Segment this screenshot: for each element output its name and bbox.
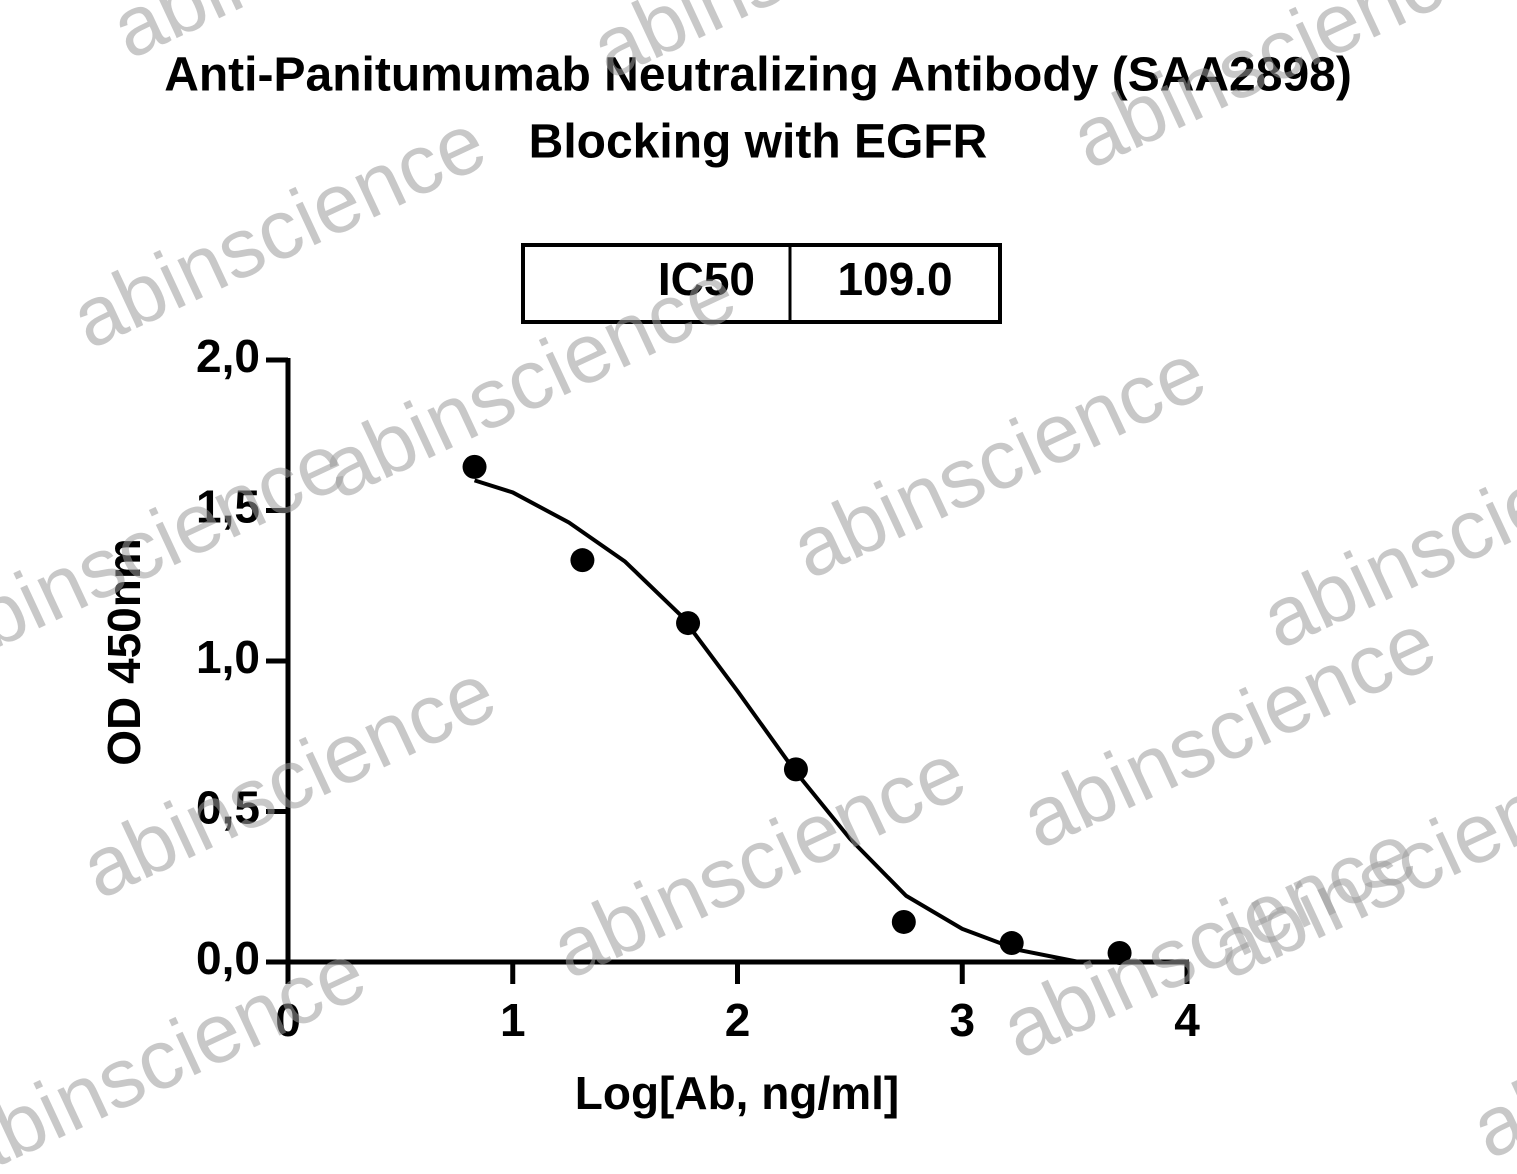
watermark: abinscience [537,724,979,997]
x-tick-label: 1 [500,994,526,1046]
y-tick-label: 1,0 [196,631,260,683]
ic50-label: IC50 [658,253,755,305]
watermark: abinscience [1057,0,1499,186]
x-tick-label: 0 [275,994,301,1046]
y-tick-label: 0,5 [196,782,260,834]
data-point [462,454,487,479]
x-axis-label: Log[Ab, ng/ml] [575,1067,899,1119]
ic50-box [521,243,1002,324]
fit-curve [473,478,1080,964]
watermark: abinscience [57,94,499,367]
x-tick-label: 3 [949,994,975,1046]
x-tick-label: 2 [725,994,751,1046]
chart-title: Blocking with EGFR [529,116,988,169]
watermark: abinscience [0,414,359,687]
y-axis-label: OD 450nm [98,538,150,766]
data-point [570,548,595,573]
watermark: abinscience [1457,904,1517,1174]
data-point [891,909,916,934]
watermark: abinscience [307,244,749,517]
y-tick-label: 0,0 [196,932,260,984]
x-tick-label: 4 [1174,994,1200,1046]
chart-title: Anti-Panitumumab Neutralizing Antibody (… [164,49,1352,102]
y-tick-label: 2,0 [196,330,260,382]
data-point [1107,940,1132,965]
watermark: abinscience [0,924,379,1174]
ic50-value: 109.0 [837,253,952,305]
watermark: abinscience [777,324,1219,597]
y-tick-label: 1,5 [196,481,260,533]
